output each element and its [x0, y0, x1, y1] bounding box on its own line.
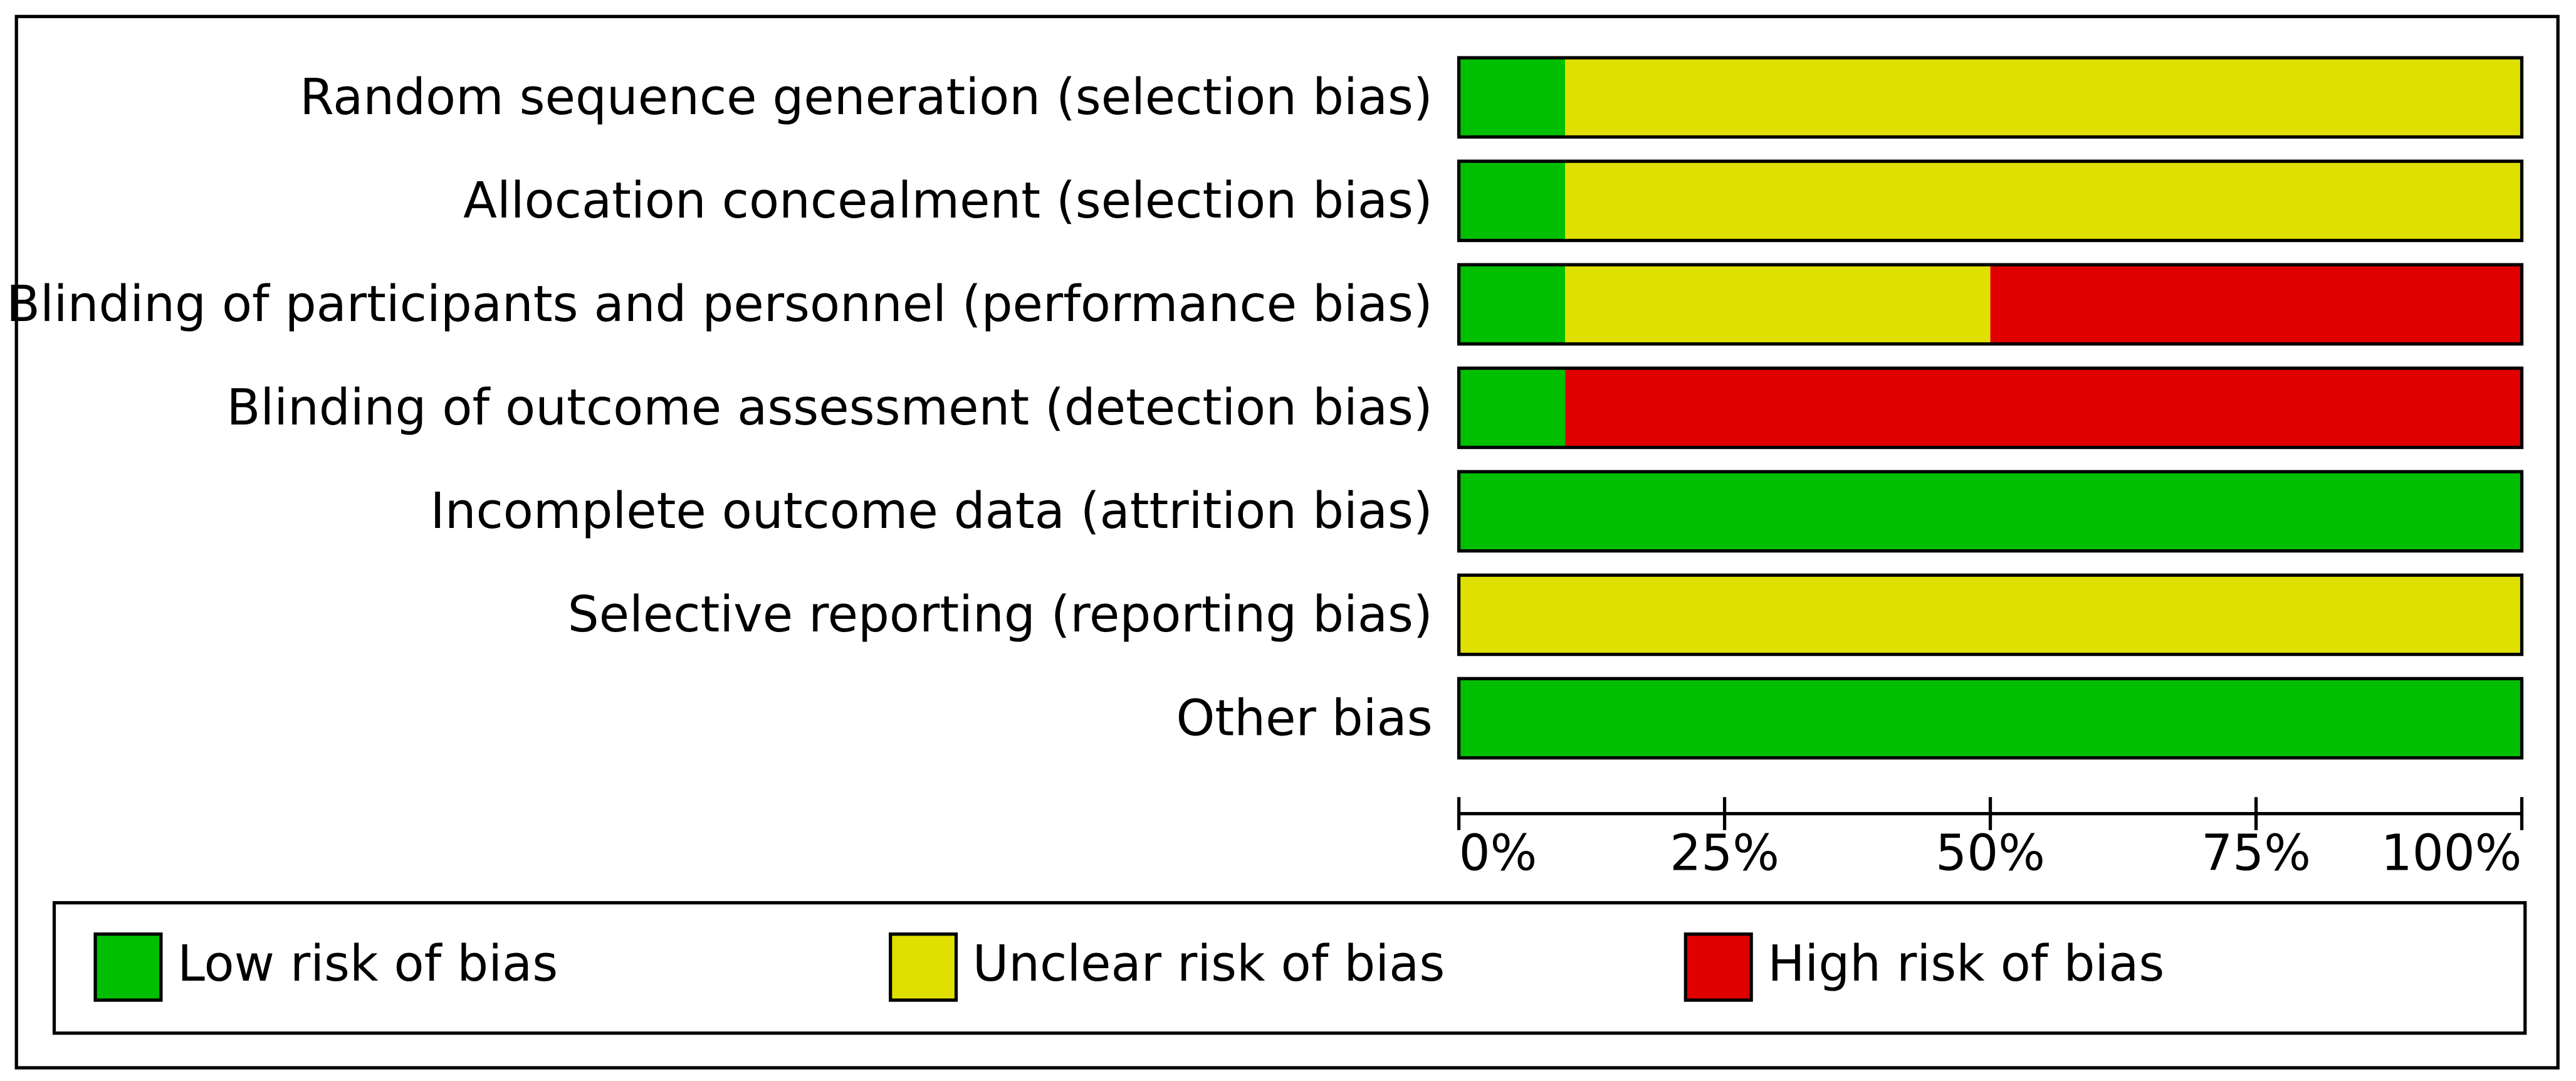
category-label: Blinding of participants and personnel (…	[6, 275, 1433, 333]
bar-outline	[1457, 470, 2524, 553]
category-label: Incomplete outcome data (attrition bias)	[431, 482, 1433, 540]
category-label: Random sequence generation (selection bi…	[300, 68, 1432, 126]
x-tick-label: 100%	[2381, 824, 2522, 882]
bar-outline	[1457, 573, 2524, 657]
category-label: Selective reporting (reporting bias)	[568, 586, 1433, 643]
x-tick-label: 0%	[1459, 824, 1537, 882]
bar-segment	[1458, 58, 1566, 137]
bar-segment	[1458, 678, 2522, 758]
x-tick-label: 50%	[1935, 824, 2045, 882]
legend-swatch	[1683, 932, 1753, 1002]
bar-segment	[1565, 368, 2522, 448]
legend-label: High risk of bias	[1767, 935, 2164, 993]
legend-swatch	[889, 932, 958, 1002]
bar-segment	[1458, 472, 2522, 551]
bar-outline	[1457, 677, 2524, 760]
bar-segment	[1458, 161, 1566, 241]
legend-box	[52, 901, 2527, 1035]
x-tick-label: 25%	[1670, 824, 1779, 882]
x-tick-label: 75%	[2201, 824, 2311, 882]
category-label: Allocation concealment (selection bias)	[463, 172, 1432, 229]
bar-segment	[1565, 265, 1991, 344]
bar-outline	[1457, 56, 2524, 139]
bar-outline	[1457, 366, 2524, 450]
bar-segment	[1990, 265, 2522, 344]
legend-label: Low risk of bias	[177, 935, 558, 993]
bar-segment	[1458, 368, 1566, 448]
legend-label: Unclear risk of bias	[973, 935, 1445, 993]
bar-segment	[1458, 265, 1566, 344]
bar-outline	[1457, 159, 2524, 243]
legend-swatch	[93, 932, 163, 1002]
category-label: Other bias	[1176, 689, 1433, 747]
bar-segment	[1565, 58, 2522, 137]
category-label: Blinding of outcome assessment (detectio…	[226, 379, 1432, 436]
bar-outline	[1457, 263, 2524, 346]
bar-segment	[1458, 575, 2522, 655]
bar-segment	[1565, 161, 2522, 241]
